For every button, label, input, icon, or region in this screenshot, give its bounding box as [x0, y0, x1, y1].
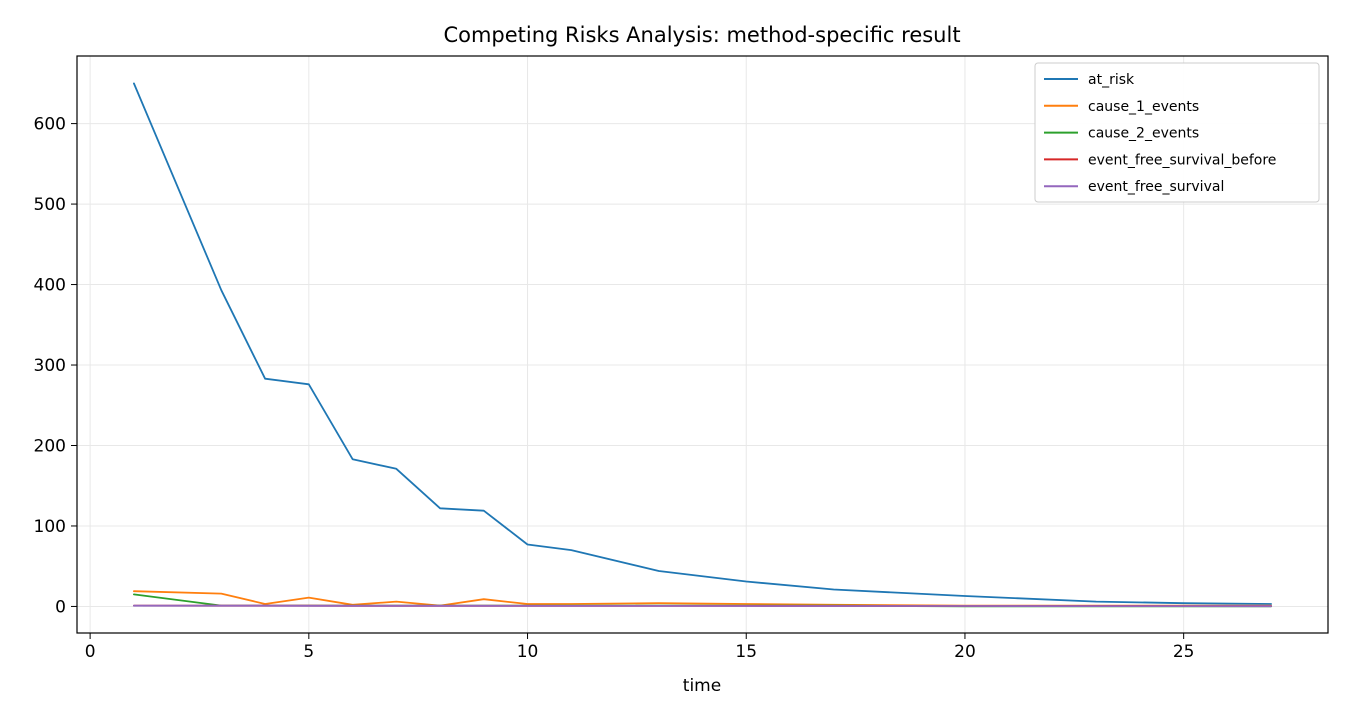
x-axis-label: time — [683, 676, 721, 696]
x-tick-label: 25 — [1173, 642, 1195, 662]
x-tick-label: 10 — [517, 642, 539, 662]
legend-label: cause_1_events — [1088, 99, 1199, 115]
series-layer — [132, 82, 1272, 608]
legend-label: cause_2_events — [1088, 126, 1199, 142]
y-tick-label: 0 — [55, 597, 66, 617]
legend-label: at_risk — [1088, 72, 1135, 88]
x-tick-label: 0 — [85, 642, 96, 662]
legend-items: at_risk cause_1_events cause_2_eventsevent… — [1044, 72, 1276, 195]
y-tick-label: 300 — [34, 356, 66, 376]
legend: at_risk cause_1_events cause_2_eventsevent… — [1034, 62, 1320, 203]
x-tick-label: 15 — [735, 642, 757, 662]
legend-label: event_free_survival_before — [1088, 152, 1276, 168]
legend-box — [1034, 62, 1320, 203]
series-line-event-free-survival — [132, 604, 1272, 608]
y-tick-label: 500 — [34, 195, 66, 215]
x-tick-label: 20 — [954, 642, 976, 662]
legend-label: event_free_survival — [1088, 179, 1224, 195]
series-line-cause-1-events — [132, 590, 1272, 607]
chart-title: Competing Risks Analysis: method-specifi… — [443, 23, 960, 47]
y-tick-label: 100 — [34, 517, 66, 537]
x-tick-label: 5 — [303, 642, 314, 662]
y-tick-label: 600 — [34, 115, 66, 135]
y-tick-label: 200 — [34, 436, 66, 456]
tick-layer: 0 5 10 15 20 25 0 100 200 300 400 500 600 — [34, 115, 1195, 662]
series-line-cause-2-events — [132, 593, 1272, 608]
y-tick-label: 400 — [34, 276, 66, 296]
plot-frame — [76, 55, 1329, 634]
series-line-at-risk — [132, 82, 1272, 605]
